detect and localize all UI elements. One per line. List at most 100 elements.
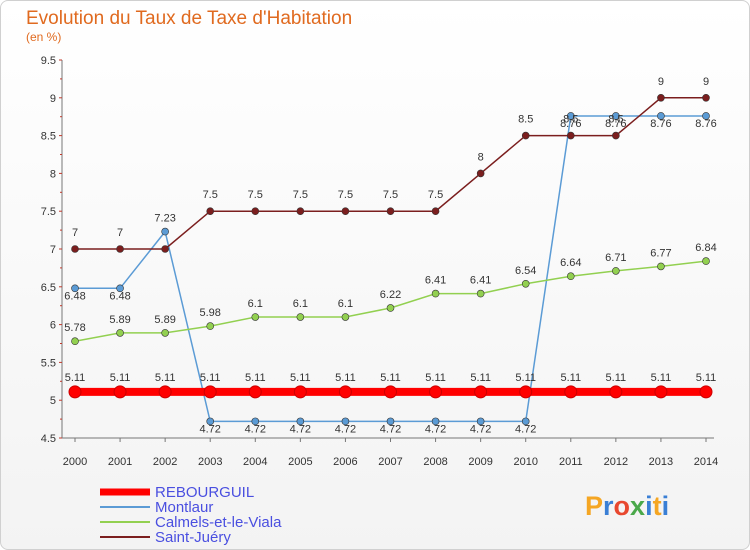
series-point-0 <box>654 385 668 399</box>
series-point-3 <box>341 207 350 215</box>
series-point-0 <box>158 385 172 399</box>
data-label-0: 5.11 <box>515 372 536 384</box>
series-point-1 <box>341 417 350 426</box>
data-label-2: 6.1 <box>338 298 353 310</box>
series-point-1 <box>657 112 665 120</box>
data-label-0: 5.11 <box>560 372 581 384</box>
series-point-1 <box>476 417 485 426</box>
data-label-0: 5.11 <box>110 372 131 384</box>
x-tick-label: 2000 <box>63 456 87 468</box>
legend-label: Montlaur <box>155 499 213 516</box>
y-tick-label: 8.5 <box>41 131 56 143</box>
data-label-0: 5.11 <box>200 372 221 384</box>
data-label-3: 7.5 <box>338 189 353 201</box>
series-point-1 <box>386 417 395 426</box>
series-point-2 <box>71 337 79 346</box>
series-point-0 <box>113 385 127 399</box>
series-point-0 <box>609 385 623 399</box>
data-label-0: 5.11 <box>606 372 627 384</box>
data-label-2: 5.98 <box>200 307 221 319</box>
x-tick-label: 2010 <box>513 456 537 468</box>
series-point-1 <box>566 112 575 120</box>
data-label-3: 8.5 <box>518 114 533 126</box>
data-label-0: 5.11 <box>155 372 176 384</box>
x-tick-label: 2009 <box>468 456 492 468</box>
series-point-3 <box>206 207 215 215</box>
series-point-2 <box>341 313 350 321</box>
legend-label: Calmels-et-le-Viala <box>155 514 282 531</box>
data-label-1: 8.76 <box>650 118 671 130</box>
data-label-3: 9 <box>703 76 709 88</box>
proxiti-logo: Proxiti <box>585 491 669 521</box>
series-point-0 <box>429 385 443 399</box>
series-point-0 <box>474 385 488 399</box>
data-label-1: 7.23 <box>154 213 175 225</box>
data-label-1: 8.76 <box>695 118 716 130</box>
data-labels-layer: 5.11 5.11 5.11 5.11 5.11 5.11 5.11 5.11 5.11 5.11… <box>64 76 716 436</box>
data-label-2: 6.71 <box>605 252 626 264</box>
x-tick-label: 2013 <box>649 456 673 468</box>
x-tick-label: 2011 <box>559 456 583 468</box>
data-label-1: 4.72 <box>470 423 491 435</box>
data-label-3: 9 <box>658 76 664 88</box>
x-tick-label: 2012 <box>604 456 628 468</box>
y-tick-label: 5 <box>50 395 56 407</box>
data-label-1: 4.72 <box>380 423 401 435</box>
series-point-1 <box>251 417 260 426</box>
data-label-3: 7 <box>72 227 78 239</box>
series-point-3 <box>296 207 305 215</box>
series-point-0 <box>338 385 352 399</box>
series-point-2 <box>296 313 305 321</box>
data-label-2: 6.77 <box>650 247 671 259</box>
x-tick-label: 2005 <box>288 456 312 468</box>
data-label-2: 6.22 <box>380 289 401 301</box>
series-point-1 <box>71 284 79 293</box>
series-point-1 <box>116 284 124 293</box>
data-label-0: 5.11 <box>290 372 311 384</box>
data-label-1: 8.76 <box>605 118 626 130</box>
x-tick-label: 2003 <box>198 456 222 468</box>
axes: 4.5 5 5.5 6 6.5 7 7.5 8 8.5 9 9.5 2000 2001 2002 2003 2… <box>41 55 719 468</box>
x-tick-label: 2002 <box>153 456 177 468</box>
data-label-0: 5.11 <box>245 372 266 384</box>
legend-label: Saint-Juéry <box>155 529 231 546</box>
y-tick-label: 9.5 <box>41 55 56 67</box>
series-point-3 <box>71 245 79 253</box>
y-tick-label: 4.5 <box>41 433 56 445</box>
unit-label: (en %) <box>26 30 61 44</box>
series-point-2 <box>566 272 575 281</box>
data-label-2: 6.1 <box>293 298 308 310</box>
series-point-2 <box>521 279 530 288</box>
y-tick-label: 6.5 <box>41 282 56 294</box>
series-point-0 <box>384 385 397 399</box>
series-point-3 <box>566 131 575 140</box>
data-label-3: 7.5 <box>383 189 398 201</box>
series-point-1 <box>612 112 620 120</box>
series-point-1 <box>431 417 440 426</box>
y-tick-label: 8 <box>50 168 56 180</box>
series-point-2 <box>431 289 440 298</box>
data-label-3: 8 <box>478 151 484 163</box>
chart-title: Evolution du Taux de Taxe d'Habitation <box>26 8 352 29</box>
data-label-3: 7.5 <box>293 189 308 201</box>
data-label-2: 5.78 <box>64 322 85 334</box>
series-point-2 <box>251 313 260 321</box>
series-point-0 <box>519 385 533 399</box>
series-point-2 <box>206 322 215 330</box>
data-label-3: 8.5 <box>608 114 623 126</box>
data-label-0: 5.11 <box>696 372 717 384</box>
series-point-1 <box>521 417 530 426</box>
data-label-2: 5.89 <box>109 314 130 326</box>
series-point-2 <box>612 267 620 275</box>
data-label-3: 7.5 <box>248 189 263 201</box>
x-tick-label: 2008 <box>423 456 447 468</box>
series-point-2 <box>161 329 169 337</box>
data-label-0: 5.11 <box>425 372 446 384</box>
data-label-2: 6.84 <box>695 242 716 254</box>
series-point-1 <box>296 417 305 426</box>
legend: REBOURGUILMontlaurCalmels-et-le-VialaSai… <box>100 484 282 546</box>
y-tick-label: 5.5 <box>41 357 56 369</box>
data-label-1: 4.72 <box>290 423 311 435</box>
x-tick-label: 2007 <box>378 456 402 468</box>
series-point-0 <box>699 385 713 399</box>
